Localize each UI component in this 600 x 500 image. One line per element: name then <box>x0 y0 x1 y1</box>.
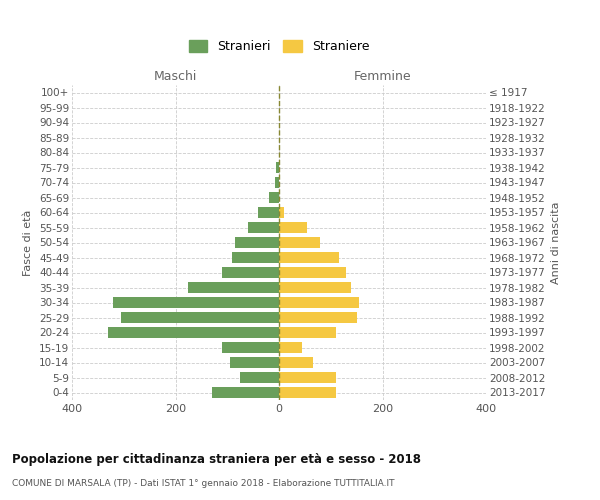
Bar <box>279 372 336 383</box>
Bar <box>269 192 279 203</box>
Y-axis label: Fasce di età: Fasce di età <box>23 210 34 276</box>
Bar <box>279 357 313 368</box>
Bar <box>232 252 279 263</box>
Bar <box>279 237 320 248</box>
Text: Femmine: Femmine <box>353 70 412 82</box>
Bar <box>279 387 336 398</box>
Bar <box>108 327 279 338</box>
Bar <box>222 267 279 278</box>
Bar <box>279 282 352 293</box>
Legend: Stranieri, Straniere: Stranieri, Straniere <box>186 38 372 56</box>
Bar <box>212 387 279 398</box>
Bar <box>113 297 279 308</box>
Text: Popolazione per cittadinanza straniera per età e sesso - 2018: Popolazione per cittadinanza straniera p… <box>12 452 421 466</box>
Bar <box>222 342 279 353</box>
Bar <box>275 177 279 188</box>
Bar <box>188 282 279 293</box>
Bar <box>277 162 279 173</box>
Bar <box>279 222 307 233</box>
Bar <box>279 252 338 263</box>
Bar <box>279 327 336 338</box>
Bar <box>279 207 284 218</box>
Bar <box>240 372 279 383</box>
Bar <box>279 342 302 353</box>
Bar <box>279 297 359 308</box>
Bar <box>235 237 279 248</box>
Y-axis label: Anni di nascita: Anni di nascita <box>551 201 561 284</box>
Bar <box>230 357 279 368</box>
Bar <box>121 312 279 323</box>
Text: COMUNE DI MARSALA (TP) - Dati ISTAT 1° gennaio 2018 - Elaborazione TUTTITALIA.IT: COMUNE DI MARSALA (TP) - Dati ISTAT 1° g… <box>12 479 395 488</box>
Bar <box>259 207 279 218</box>
Bar <box>248 222 279 233</box>
Bar <box>279 312 356 323</box>
Bar <box>279 267 346 278</box>
Text: Maschi: Maschi <box>154 70 197 82</box>
